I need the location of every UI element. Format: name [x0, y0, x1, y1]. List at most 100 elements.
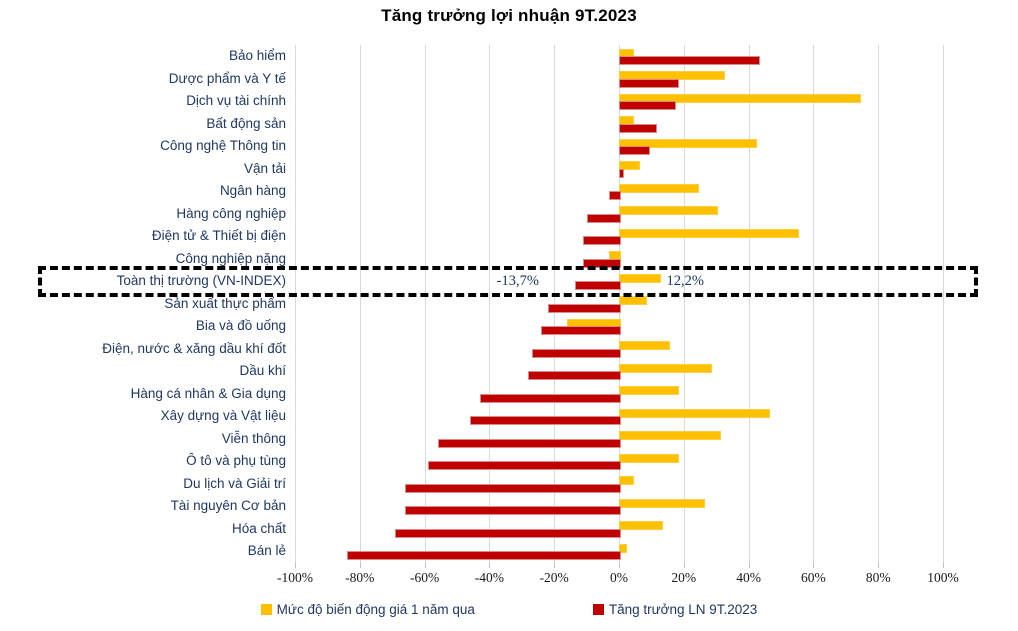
bar-red: [531, 348, 621, 358]
bar-yellow: [619, 183, 699, 193]
gridline: [489, 45, 491, 563]
axis-tick: [813, 563, 815, 568]
bar-yellow: [619, 476, 634, 485]
bar-yellow: [619, 521, 664, 530]
bar-yellow: [619, 273, 661, 283]
axis-tick: [619, 563, 620, 568]
axis-tick: [554, 563, 556, 568]
bar-yellow: [619, 363, 712, 373]
bar-red: [574, 281, 621, 290]
category-label: Dầu khí: [239, 363, 286, 378]
legend-item-profit-growth: Tăng trưởng LN 9T.2023: [592, 602, 758, 617]
category-label: Hàng công nghiệp: [176, 205, 286, 221]
bar-yellow: [619, 408, 771, 418]
category-label: Ngân hàng: [219, 183, 286, 198]
bar-red: [583, 236, 621, 245]
legend-label: Tăng trưởng LN 9T.2023: [608, 602, 758, 617]
gridline: [424, 45, 426, 563]
category-label: Bảo hiểm: [228, 48, 286, 63]
x-axis-label: 20%: [671, 570, 697, 585]
axis-tick: [424, 563, 426, 568]
vnindex-yellow-value-label: 12,2%: [666, 273, 704, 289]
red-swatch-icon: [592, 604, 604, 615]
category-label: Tài nguyên Cơ bản: [170, 498, 286, 513]
bar-yellow: [619, 138, 758, 148]
bar-yellow: [619, 93, 861, 103]
bar-yellow: [619, 453, 680, 463]
yellow-swatch-icon: [260, 604, 272, 615]
bar-red: [619, 123, 657, 133]
vnindex-red-value-label: -13,7%: [496, 273, 539, 289]
x-axis-label: 60%: [801, 570, 826, 585]
category-label: Công nghiệp nặng: [175, 250, 286, 266]
gridline: [943, 45, 944, 563]
bar-red: [619, 56, 761, 65]
gridline: [359, 45, 361, 563]
bar-yellow: [619, 386, 680, 395]
bar-red: [619, 168, 625, 178]
axis-tick: [943, 563, 944, 568]
axis-tick: [683, 563, 685, 568]
chart-legend: Mức độ biến động giá 1 năm qua Tăng trưở…: [0, 602, 1018, 617]
axis-tick: [878, 563, 880, 568]
category-label: Ô tô và phụ tùng: [186, 453, 286, 468]
x-axis-label: -20%: [539, 570, 569, 585]
category-label: Công nghệ Thông tin: [160, 138, 286, 153]
category-label: Bia và đồ uống: [195, 318, 286, 333]
x-axis-label: 0%: [610, 570, 628, 585]
x-axis-label: -80%: [345, 570, 375, 585]
bar-yellow: [619, 543, 628, 553]
bar-yellow: [619, 206, 719, 215]
bar-red: [395, 528, 621, 538]
category-label: Dịch vụ tài chính: [186, 93, 286, 108]
bar-red: [528, 371, 621, 380]
category-label: Bất động sản: [206, 115, 286, 131]
x-axis-label: 100%: [927, 570, 959, 585]
bar-red: [547, 303, 621, 313]
bar-red: [479, 393, 621, 403]
bar-yellow: [619, 296, 647, 305]
bar-yellow: [619, 161, 641, 170]
bar-red: [609, 191, 621, 200]
gridline: [295, 45, 296, 563]
category-label: Vận tải: [243, 160, 286, 176]
category-label: Hàng cá nhân & Gia dụng: [130, 385, 286, 401]
category-label: Điện, nước & xăng dầu khí đốt: [102, 340, 286, 356]
gridline: [748, 45, 750, 563]
gridline: [878, 45, 880, 563]
bar-yellow: [619, 228, 800, 238]
axis-tick: [748, 563, 750, 568]
axis-tick: [489, 563, 491, 568]
category-label: Xây dựng và Vật liệu: [160, 408, 286, 423]
category-label: Viễn thông: [221, 430, 286, 446]
bar-red: [586, 213, 621, 223]
vnindex-highlight-box: [38, 266, 978, 297]
category-label: Du lịch và Giải trí: [183, 475, 286, 491]
bar-red: [469, 416, 621, 425]
bar-red: [619, 101, 677, 110]
bar-yellow: [619, 498, 706, 508]
bar-red: [437, 438, 621, 448]
plot-area: -100% -80% -60% -40% -20% 0% 20% 40% 60% 80% 100% B…: [0, 45, 1018, 605]
bar-red: [619, 146, 651, 155]
category-label: Toàn thị trường (VN-INDEX): [116, 273, 286, 288]
chart-title: Tăng trưởng lợi nhuận 9T.2023: [381, 6, 637, 25]
legend-label: Mức độ biến động giá 1 năm qua: [276, 602, 475, 617]
gridline: [813, 45, 815, 563]
category-label: Dược phẩm và Y tế: [168, 70, 286, 86]
category-label: Điện tử & Thiết bị điện: [151, 228, 286, 243]
axis-tick: [359, 563, 361, 568]
x-axis-label: 40%: [736, 570, 761, 585]
x-axis-label: -100%: [277, 570, 313, 585]
axis-tick: [295, 563, 296, 568]
bar-red: [405, 483, 621, 493]
category-label: Sản xuất thực phẩm: [164, 295, 286, 311]
category-label: Bán lẻ: [247, 543, 286, 558]
gridline: [683, 45, 685, 563]
bar-yellow: [619, 341, 670, 350]
bar-yellow: [619, 431, 722, 440]
bar-red: [346, 551, 621, 560]
x-axis-label: -60%: [409, 570, 440, 585]
bar-red: [405, 506, 621, 515]
